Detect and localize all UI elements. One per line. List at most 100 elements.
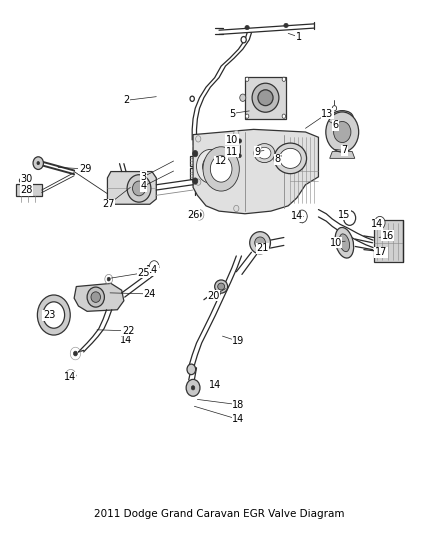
Text: 14: 14 — [120, 335, 132, 345]
Circle shape — [123, 333, 132, 343]
Polygon shape — [107, 172, 156, 204]
Circle shape — [186, 379, 200, 396]
Circle shape — [241, 37, 246, 43]
Circle shape — [245, 114, 249, 118]
Text: 22: 22 — [122, 326, 134, 336]
Text: 3: 3 — [140, 172, 146, 182]
Polygon shape — [193, 130, 318, 214]
Circle shape — [282, 114, 286, 118]
Text: 5: 5 — [229, 109, 235, 118]
Ellipse shape — [254, 143, 275, 163]
Text: 2: 2 — [123, 95, 129, 106]
Text: 2011 Dodge Grand Caravan EGR Valve Diagram: 2011 Dodge Grand Caravan EGR Valve Diagr… — [94, 508, 344, 519]
Circle shape — [202, 157, 218, 176]
Text: 8: 8 — [274, 155, 280, 164]
Ellipse shape — [87, 287, 104, 307]
Ellipse shape — [252, 83, 279, 112]
Text: 27: 27 — [102, 199, 115, 209]
Text: 12: 12 — [215, 156, 227, 166]
Text: 14: 14 — [371, 219, 383, 229]
Ellipse shape — [238, 154, 241, 158]
Text: 20: 20 — [208, 290, 220, 301]
Bar — [245, 77, 286, 119]
Circle shape — [196, 179, 201, 185]
Text: 14: 14 — [208, 380, 221, 390]
Circle shape — [196, 136, 201, 142]
Ellipse shape — [69, 373, 73, 378]
Ellipse shape — [258, 90, 273, 106]
Ellipse shape — [191, 386, 195, 390]
Text: 29: 29 — [79, 164, 91, 174]
Polygon shape — [16, 184, 42, 196]
Circle shape — [334, 122, 351, 142]
Text: 17: 17 — [375, 247, 387, 257]
Circle shape — [187, 364, 196, 375]
Ellipse shape — [279, 148, 301, 168]
Ellipse shape — [127, 175, 151, 202]
Ellipse shape — [284, 23, 288, 28]
Ellipse shape — [254, 237, 265, 248]
Circle shape — [240, 94, 246, 101]
Text: 11: 11 — [226, 147, 238, 157]
Ellipse shape — [37, 161, 39, 165]
Circle shape — [282, 77, 286, 82]
Circle shape — [149, 261, 159, 272]
Text: 23: 23 — [43, 310, 55, 320]
Circle shape — [343, 211, 356, 225]
Ellipse shape — [332, 111, 353, 124]
Bar — [191, 156, 200, 166]
Text: 16: 16 — [381, 231, 394, 241]
Ellipse shape — [198, 213, 201, 217]
Ellipse shape — [193, 150, 198, 157]
Polygon shape — [330, 151, 355, 158]
Circle shape — [332, 106, 337, 111]
Text: 26: 26 — [187, 210, 199, 220]
Ellipse shape — [339, 234, 350, 252]
Circle shape — [203, 147, 239, 191]
Ellipse shape — [74, 351, 78, 356]
Circle shape — [234, 205, 239, 212]
Text: 18: 18 — [232, 400, 244, 410]
Text: 25: 25 — [137, 268, 149, 278]
Text: 14: 14 — [64, 372, 76, 382]
Ellipse shape — [335, 228, 353, 258]
Bar — [374, 220, 403, 262]
Circle shape — [190, 96, 194, 101]
Circle shape — [326, 112, 359, 152]
Ellipse shape — [193, 178, 198, 184]
Circle shape — [234, 131, 239, 137]
Text: 14: 14 — [291, 212, 303, 221]
Ellipse shape — [91, 292, 100, 302]
Text: 6: 6 — [333, 120, 339, 130]
Ellipse shape — [245, 26, 249, 30]
Text: 15: 15 — [338, 210, 350, 220]
Text: 13: 13 — [321, 109, 333, 118]
Text: 4: 4 — [140, 181, 146, 191]
Circle shape — [37, 295, 70, 335]
Text: 14: 14 — [232, 415, 244, 424]
Circle shape — [43, 302, 65, 328]
Ellipse shape — [133, 181, 145, 196]
Text: 10: 10 — [226, 135, 238, 145]
Text: 28: 28 — [21, 185, 33, 195]
Text: 14: 14 — [146, 265, 158, 275]
Ellipse shape — [19, 179, 23, 183]
Circle shape — [197, 149, 224, 183]
Ellipse shape — [274, 143, 307, 174]
Ellipse shape — [250, 232, 270, 254]
Ellipse shape — [258, 147, 271, 159]
Circle shape — [33, 157, 43, 169]
Circle shape — [210, 156, 232, 182]
Circle shape — [374, 216, 385, 229]
Text: 24: 24 — [144, 289, 156, 299]
Text: 21: 21 — [256, 243, 268, 253]
Ellipse shape — [107, 277, 110, 281]
Ellipse shape — [238, 139, 241, 143]
Text: 19: 19 — [232, 336, 244, 346]
Circle shape — [297, 210, 307, 223]
Circle shape — [245, 77, 249, 82]
Text: 9: 9 — [255, 147, 261, 157]
Text: 7: 7 — [341, 146, 347, 156]
Ellipse shape — [215, 280, 228, 293]
Polygon shape — [74, 284, 124, 311]
